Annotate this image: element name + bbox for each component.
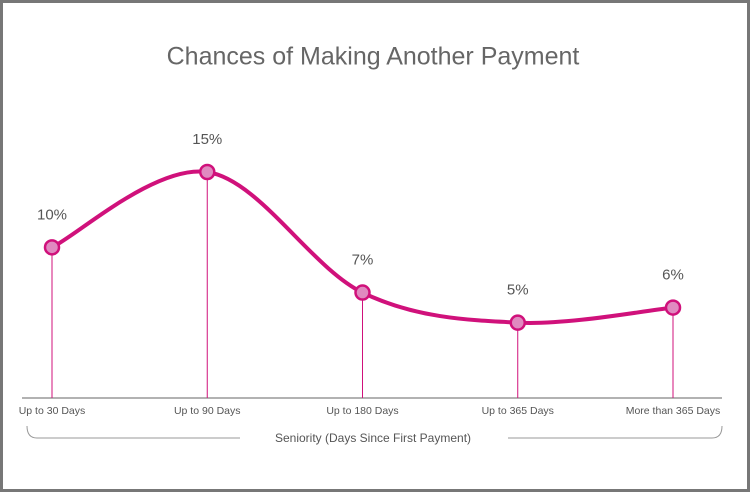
x-tick-label: Up to 90 Days — [174, 405, 241, 417]
point — [199, 163, 216, 181]
data-label: 7% — [352, 252, 374, 269]
x-tick-label: More than 365 Days — [626, 405, 721, 417]
data-label: 15% — [192, 131, 222, 148]
x-tick-label: Up to 30 Days — [19, 405, 86, 417]
plot: Up to 30 Days Up to 90 Days Up to 180 Days… — [19, 131, 721, 417]
data-label: 6% — [662, 267, 684, 284]
point — [43, 239, 61, 256]
point — [509, 314, 526, 331]
data-label: 5% — [507, 282, 529, 299]
x-axis-label: Seniority (Days Since First Payment) — [275, 431, 471, 445]
point — [354, 284, 371, 301]
data-label: 10% — [37, 206, 67, 223]
point — [664, 299, 682, 316]
axis-bracket — [26, 425, 723, 439]
chart-title: Chances of Making Another Payment — [167, 43, 580, 71]
x-tick-label: Up to 365 Days — [482, 405, 554, 417]
x-tick-label: Up to 180 Days — [326, 405, 398, 417]
